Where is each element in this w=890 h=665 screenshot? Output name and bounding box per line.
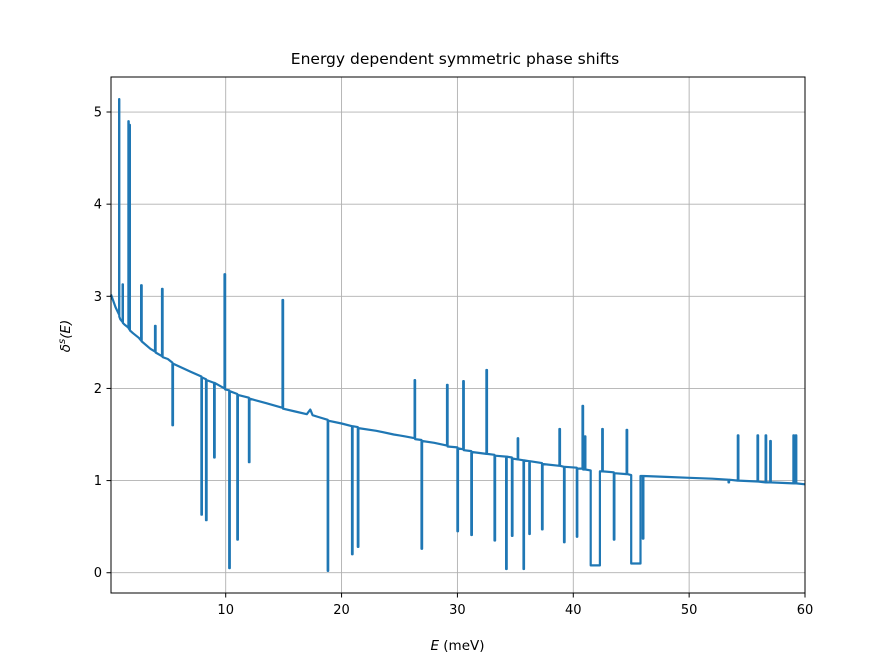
y-axis-label: δs(E)	[57, 320, 75, 353]
x-tick-label: 60	[797, 603, 814, 618]
y-tick-label: 1	[94, 474, 102, 489]
x-tick-label: 10	[217, 603, 234, 618]
series-line	[109, 98, 806, 572]
chart-title: Energy dependent symmetric phase shifts	[291, 50, 619, 68]
x-tick-label: 20	[333, 603, 350, 618]
ticks: 10 20 30 40 50 60 0 1 2 3 4 5	[94, 106, 814, 618]
x-tick-label: 50	[681, 603, 698, 618]
y-tick-label: 3	[94, 290, 102, 305]
y-tick-label: 5	[94, 106, 102, 121]
x-axis-label: E (meV)	[430, 638, 484, 654]
y-tick-label: 0	[94, 566, 102, 581]
x-tick-label: 30	[449, 603, 466, 618]
y-tick-label: 4	[94, 198, 102, 213]
grid	[111, 77, 806, 593]
y-tick-label: 2	[94, 382, 102, 397]
plot-frame	[110, 76, 806, 594]
x-tick-label: 40	[565, 603, 582, 618]
